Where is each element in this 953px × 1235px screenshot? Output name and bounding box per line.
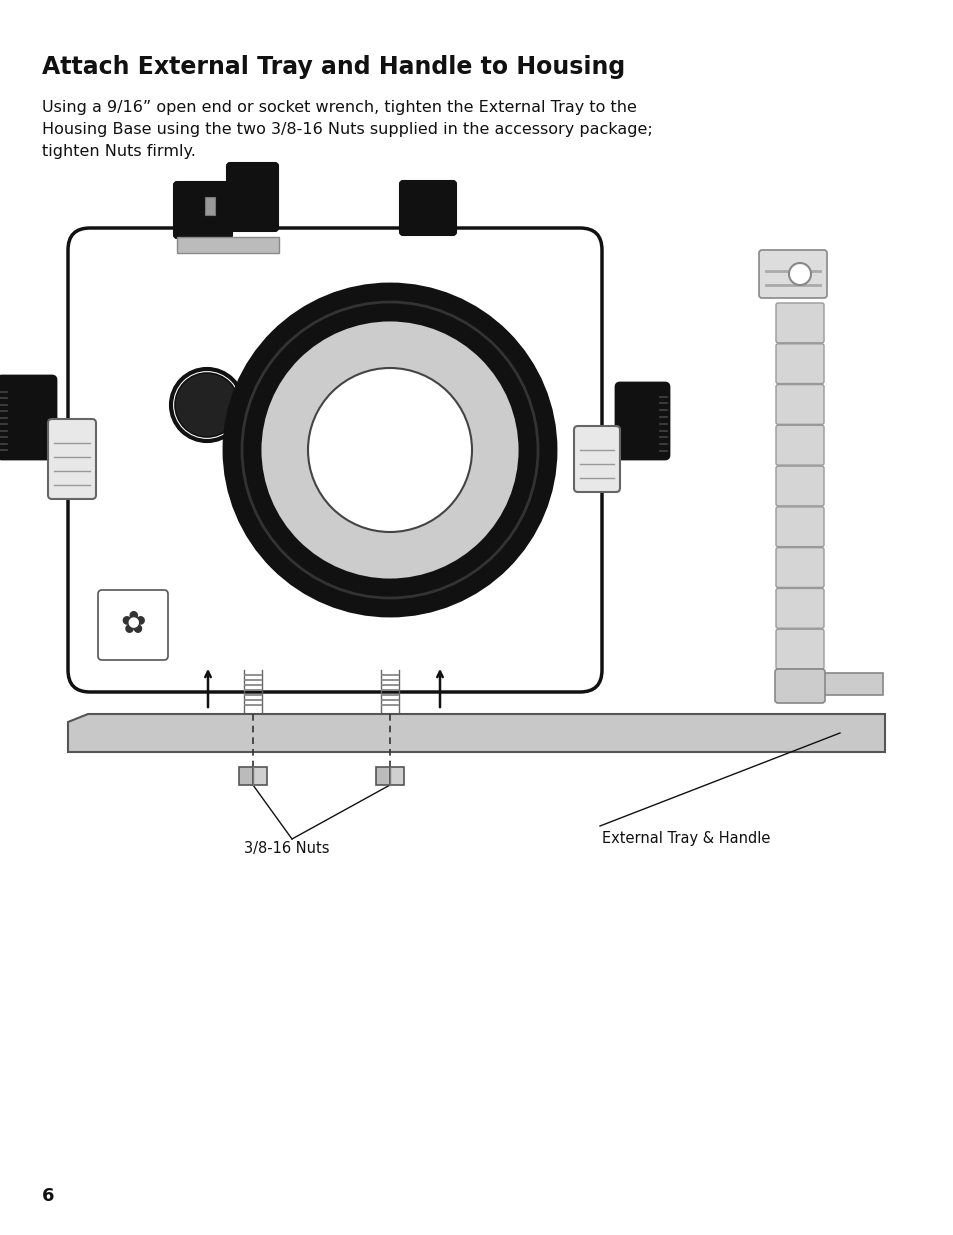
FancyBboxPatch shape: [173, 182, 232, 238]
FancyBboxPatch shape: [227, 163, 277, 231]
FancyBboxPatch shape: [775, 425, 823, 466]
FancyBboxPatch shape: [399, 182, 456, 235]
Bar: [375, 767, 390, 785]
FancyBboxPatch shape: [48, 419, 96, 499]
FancyBboxPatch shape: [775, 384, 823, 425]
FancyBboxPatch shape: [775, 506, 823, 547]
FancyBboxPatch shape: [775, 547, 823, 588]
FancyBboxPatch shape: [775, 343, 823, 384]
FancyBboxPatch shape: [759, 249, 826, 298]
Bar: [239, 767, 253, 785]
FancyBboxPatch shape: [0, 375, 56, 459]
Bar: [205, 198, 214, 215]
Bar: [177, 237, 278, 253]
FancyBboxPatch shape: [68, 228, 601, 692]
FancyBboxPatch shape: [775, 303, 823, 343]
FancyBboxPatch shape: [775, 629, 823, 669]
Circle shape: [174, 373, 239, 437]
FancyBboxPatch shape: [774, 669, 824, 703]
Text: Using a 9/16” open end or socket wrench, tighten the External Tray to the
Housin: Using a 9/16” open end or socket wrench,…: [42, 100, 652, 159]
Text: ✿: ✿: [120, 610, 146, 640]
FancyBboxPatch shape: [616, 383, 668, 459]
FancyBboxPatch shape: [98, 590, 168, 659]
FancyBboxPatch shape: [775, 588, 823, 629]
Bar: [778, 673, 882, 695]
Text: External Tray & Handle: External Tray & Handle: [601, 831, 770, 846]
FancyBboxPatch shape: [775, 466, 823, 506]
Circle shape: [308, 368, 472, 532]
FancyBboxPatch shape: [574, 426, 619, 492]
Text: Attach External Tray and Handle to Housing: Attach External Tray and Handle to Housi…: [42, 56, 624, 79]
Circle shape: [788, 263, 810, 285]
Bar: [390, 767, 403, 785]
Text: 6: 6: [42, 1187, 54, 1205]
Bar: [253, 767, 267, 785]
Text: 3/8-16 Nuts: 3/8-16 Nuts: [244, 841, 330, 856]
Circle shape: [242, 303, 537, 598]
Polygon shape: [68, 714, 884, 752]
